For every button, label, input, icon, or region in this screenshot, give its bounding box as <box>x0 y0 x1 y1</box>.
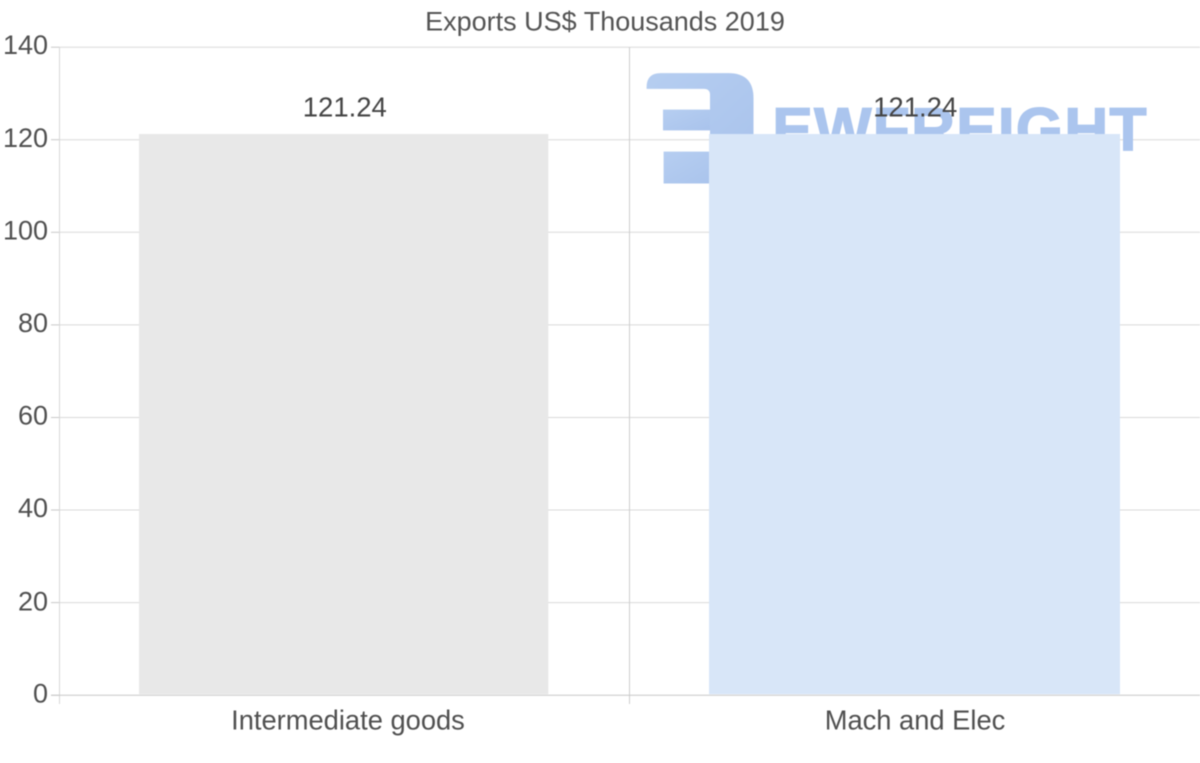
svg-text:100: 100 <box>3 216 48 246</box>
svg-text:Mach and Elec: Mach and Elec <box>825 704 1006 735</box>
svg-text:120: 120 <box>3 123 48 153</box>
svg-text:140: 140 <box>3 30 48 60</box>
svg-text:60: 60 <box>18 401 48 431</box>
svg-text:40: 40 <box>18 493 48 523</box>
svg-text:80: 80 <box>18 308 48 338</box>
svg-text:121.24: 121.24 <box>303 92 387 123</box>
svg-text:20: 20 <box>18 587 48 617</box>
svg-text:121.24: 121.24 <box>873 92 957 123</box>
svg-text:Intermediate goods: Intermediate goods <box>231 704 465 735</box>
svg-text:0: 0 <box>33 679 48 709</box>
svg-text:Exports US$ Thousands 2019: Exports US$ Thousands 2019 <box>425 7 785 37</box>
